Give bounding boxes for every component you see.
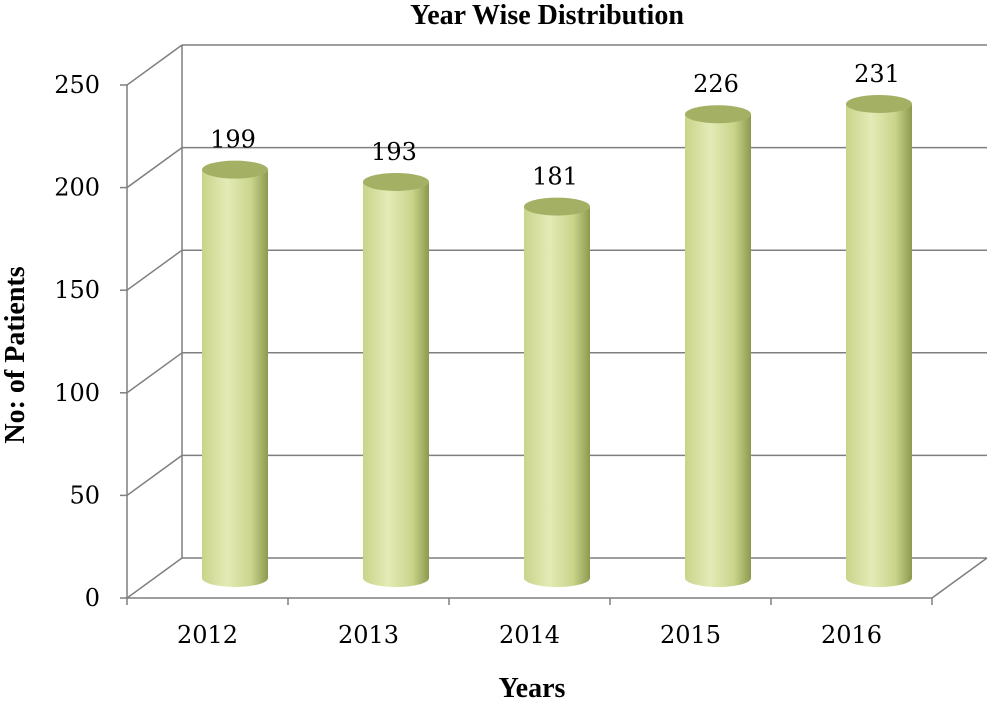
data-labels: 199 193 181 226 231 (210, 60, 900, 191)
gridline-side (126, 146, 183, 189)
x-tick-label: 2012 (177, 621, 238, 649)
chart-title: Year Wise Distribution (410, 0, 684, 31)
x-axis-title: Years (499, 673, 566, 704)
y-tick-label: 200 (54, 174, 100, 202)
y-tick-label: 50 (69, 481, 100, 509)
data-label: 226 (693, 70, 739, 98)
bar-body (524, 206, 590, 587)
bar-body (685, 114, 751, 588)
floor-right-edge (931, 557, 988, 599)
bar-top (846, 94, 912, 113)
x-tick-label: 2015 (660, 621, 721, 649)
x-axis-ticks: 2012 2013 2014 2015 2016 (177, 621, 882, 649)
bar-top (685, 105, 751, 124)
x-tick-label: 2014 (499, 621, 560, 649)
bars (202, 94, 912, 588)
y-axis-title: No: of Patients (0, 266, 31, 443)
bar-body (846, 103, 912, 587)
bar-body (363, 181, 429, 588)
bar-top (524, 197, 590, 216)
gridline-side (126, 454, 183, 497)
bar (363, 172, 429, 588)
gridline-side (126, 352, 183, 394)
bar (846, 94, 912, 587)
bar-top (363, 172, 429, 191)
y-tick-label: 250 (54, 71, 100, 99)
bar-body (202, 169, 268, 587)
bar (202, 160, 268, 587)
x-tick-label: 2013 (338, 621, 399, 649)
gridline-side (126, 557, 183, 599)
x-tick-label: 2016 (821, 621, 882, 649)
bar-top (202, 160, 268, 179)
data-label: 181 (532, 163, 578, 191)
y-tick-label: 150 (54, 276, 100, 304)
y-tick-label: 0 (85, 584, 100, 612)
y-tick-label: 100 (54, 379, 100, 407)
data-label: 193 (371, 138, 417, 166)
gridline-side (126, 249, 183, 291)
y-axis-ticks: 0 50 100 150 200 250 (54, 71, 100, 612)
gridline-side (126, 44, 183, 86)
data-label: 231 (854, 60, 900, 88)
bar (685, 105, 751, 588)
bar (524, 197, 590, 587)
data-label: 199 (210, 126, 256, 154)
